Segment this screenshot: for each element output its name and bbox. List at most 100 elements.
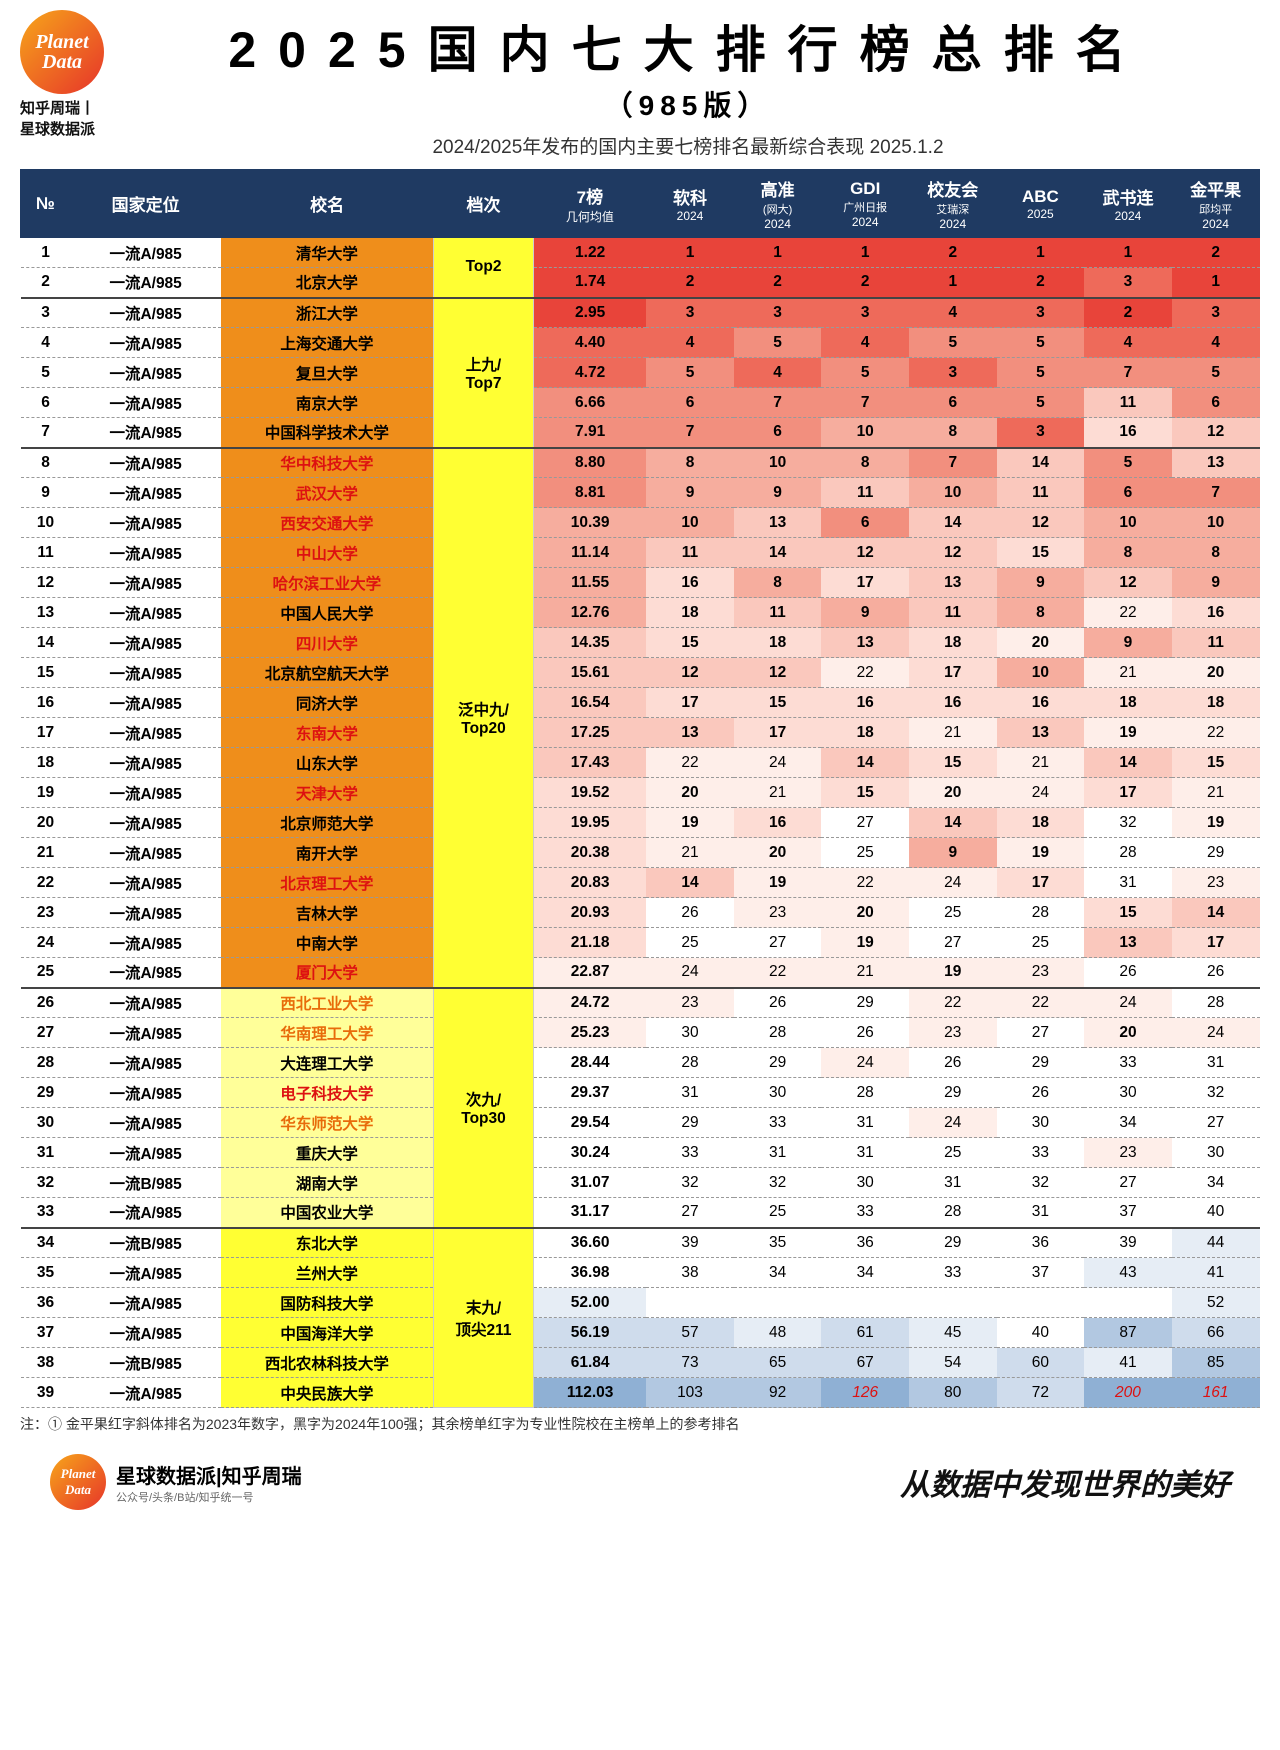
position: 一流A/985 xyxy=(71,1138,221,1168)
rank-cell: 4 xyxy=(646,328,734,358)
rank-no: 33 xyxy=(21,1198,71,1228)
rank-no: 19 xyxy=(21,778,71,808)
rank-cell: 13 xyxy=(909,568,997,598)
rank-cell: 12 xyxy=(734,658,822,688)
rank-no: 23 xyxy=(21,898,71,928)
rank-cell: 16 xyxy=(909,688,997,718)
rank-cell: 10 xyxy=(646,508,734,538)
rank-cell: 23 xyxy=(997,958,1085,988)
table-row: 7一流A/985中国科学技术大学7.917610831612 xyxy=(21,418,1260,448)
geo-mean: 22.87 xyxy=(534,958,647,988)
geo-mean: 1.74 xyxy=(534,268,647,298)
rank-cell: 12 xyxy=(997,508,1085,538)
col-header: 武书连2024 xyxy=(1084,170,1172,238)
table-row: 3一流A/985浙江大学上九/Top72.953334323 xyxy=(21,298,1260,328)
rank-cell: 17 xyxy=(646,688,734,718)
position: 一流A/985 xyxy=(71,718,221,748)
table-row: 23一流A/985吉林大学20.9326232025281514 xyxy=(21,898,1260,928)
col-header: 校友会艾瑞深2024 xyxy=(909,170,997,238)
rank-cell: 31 xyxy=(646,1078,734,1108)
rank-cell: 103 xyxy=(646,1378,734,1408)
rank-cell: 8 xyxy=(997,598,1085,628)
rank-cell: 25 xyxy=(909,898,997,928)
rank-cell: 18 xyxy=(1084,688,1172,718)
rank-cell: 25 xyxy=(909,1138,997,1168)
table-row: 26一流A/985西北工业大学次九/Top3024.72232629222224… xyxy=(21,988,1260,1018)
position: 一流A/985 xyxy=(71,298,221,328)
rank-cell: 8 xyxy=(821,448,909,478)
rank-cell: 57 xyxy=(646,1318,734,1348)
rank-cell: 27 xyxy=(1084,1168,1172,1198)
position: 一流A/985 xyxy=(71,388,221,418)
rank-cell: 15 xyxy=(997,538,1085,568)
school-name: 东南大学 xyxy=(221,718,434,748)
rank-cell: 27 xyxy=(1172,1108,1260,1138)
rank-cell: 14 xyxy=(909,508,997,538)
tier-label: 末九/顶尖211 xyxy=(433,1228,533,1408)
school-name: 哈尔滨工业大学 xyxy=(221,568,434,598)
rank-cell xyxy=(1084,1288,1172,1318)
rank-cell: 16 xyxy=(1172,598,1260,628)
rank-cell: 14 xyxy=(646,868,734,898)
position: 一流A/985 xyxy=(71,1078,221,1108)
rank-cell: 5 xyxy=(1084,448,1172,478)
rank-cell: 37 xyxy=(997,1258,1085,1288)
rank-cell: 28 xyxy=(1084,838,1172,868)
table-row: 35一流A/985兰州大学36.9838343433374341 xyxy=(21,1258,1260,1288)
rank-cell: 11 xyxy=(909,598,997,628)
col-header: 软科2024 xyxy=(646,170,734,238)
rank-cell: 2 xyxy=(909,238,997,268)
rank-cell: 31 xyxy=(821,1108,909,1138)
school-name: 华东师范大学 xyxy=(221,1108,434,1138)
rank-cell: 10 xyxy=(1084,508,1172,538)
geo-mean: 6.66 xyxy=(534,388,647,418)
rank-cell: 8 xyxy=(734,568,822,598)
rank-cell: 29 xyxy=(734,1048,822,1078)
rank-cell: 32 xyxy=(1172,1078,1260,1108)
rank-cell: 8 xyxy=(646,448,734,478)
school-name: 同济大学 xyxy=(221,688,434,718)
rank-cell: 17 xyxy=(1084,778,1172,808)
school-name: 电子科技大学 xyxy=(221,1078,434,1108)
rank-cell: 19 xyxy=(646,808,734,838)
school-name: 重庆大学 xyxy=(221,1138,434,1168)
rank-cell: 10 xyxy=(1172,508,1260,538)
position: 一流A/985 xyxy=(71,358,221,388)
rank-cell: 21 xyxy=(734,778,822,808)
rank-cell: 31 xyxy=(821,1138,909,1168)
rank-cell: 3 xyxy=(1172,298,1260,328)
rank-cell: 15 xyxy=(734,688,822,718)
rank-no: 27 xyxy=(21,1018,71,1048)
rank-cell: 4 xyxy=(1172,328,1260,358)
rank-cell: 5 xyxy=(997,388,1085,418)
geo-mean: 16.54 xyxy=(534,688,647,718)
rank-cell: 22 xyxy=(821,868,909,898)
rank-cell: 15 xyxy=(1084,898,1172,928)
geo-mean: 21.18 xyxy=(534,928,647,958)
rank-no: 2 xyxy=(21,268,71,298)
rank-cell: 33 xyxy=(646,1138,734,1168)
description: 2024/2025年发布的国内主要七榜排名最新综合表现 2025.1.2 xyxy=(116,132,1260,159)
school-name: 大连理工大学 xyxy=(221,1048,434,1078)
table-row: 36一流A/985国防科技大学52.0052 xyxy=(21,1288,1260,1318)
rank-cell: 13 xyxy=(997,718,1085,748)
school-name: 四川大学 xyxy=(221,628,434,658)
geo-mean: 36.98 xyxy=(534,1258,647,1288)
geo-mean: 14.35 xyxy=(534,628,647,658)
rank-cell: 24 xyxy=(997,778,1085,808)
rank-cell: 12 xyxy=(646,658,734,688)
school-name: 天津大学 xyxy=(221,778,434,808)
geo-mean: 7.91 xyxy=(534,418,647,448)
rank-cell: 60 xyxy=(997,1348,1085,1378)
rank-cell: 23 xyxy=(1084,1138,1172,1168)
geo-mean: 24.72 xyxy=(534,988,647,1018)
rank-cell: 9 xyxy=(1084,628,1172,658)
rank-cell: 29 xyxy=(997,1048,1085,1078)
rank-no: 39 xyxy=(21,1378,71,1408)
position: 一流A/985 xyxy=(71,1108,221,1138)
rank-cell: 16 xyxy=(734,808,822,838)
rank-cell: 1 xyxy=(646,238,734,268)
geo-mean: 15.61 xyxy=(534,658,647,688)
rank-no: 12 xyxy=(21,568,71,598)
rank-cell: 34 xyxy=(734,1258,822,1288)
